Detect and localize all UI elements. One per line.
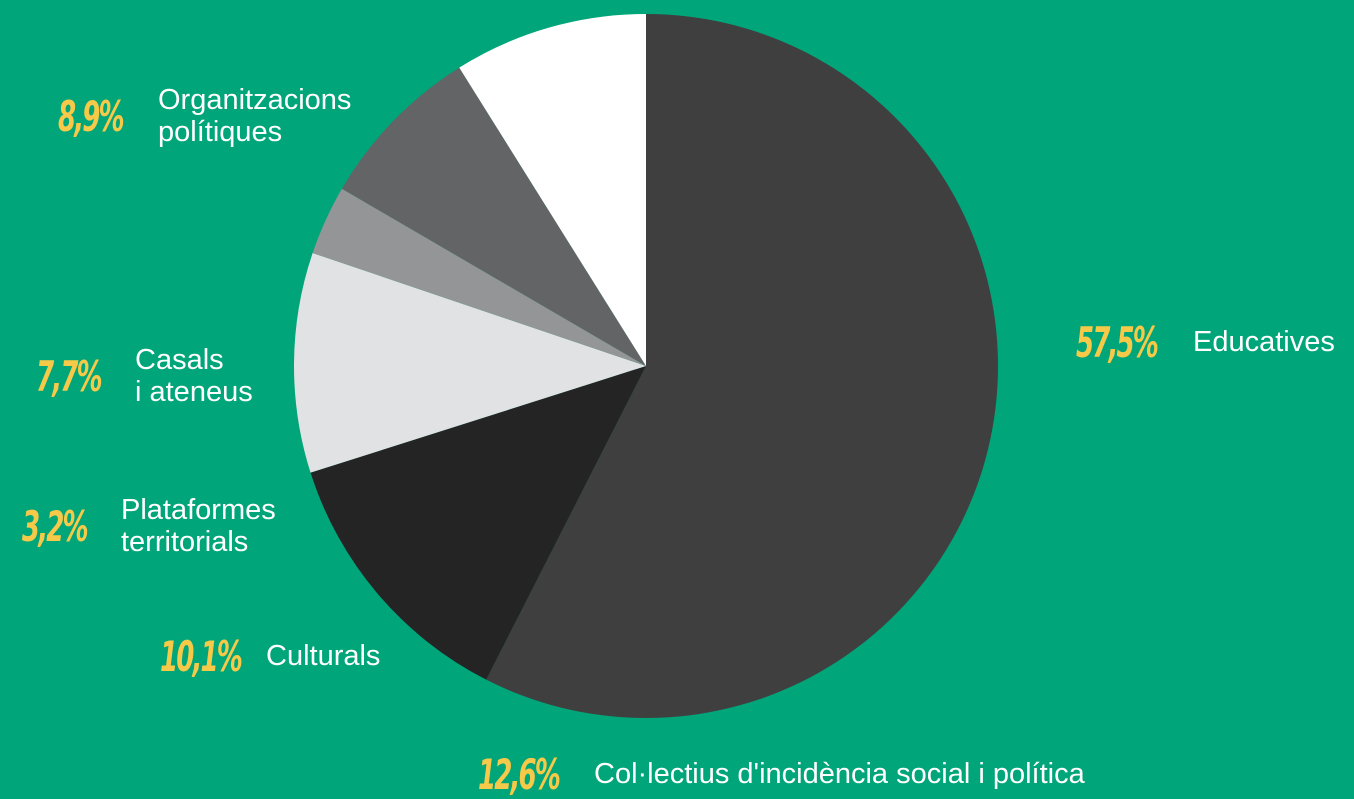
pct-collectius: 12,6% — [478, 750, 561, 799]
pie-slice-0 — [486, 13, 999, 719]
pct-organitzacions: 8,9% — [58, 91, 125, 141]
name-organitzacions: Organitzacions polítiques — [158, 84, 352, 149]
pie-slice-1 — [310, 366, 646, 680]
name-plataformes: Plataformes territorials — [121, 494, 276, 559]
label-culturals: 10,1% Culturals — [160, 632, 380, 681]
name-collectius: Col·lectius d'incidència social i políti… — [594, 758, 1085, 791]
label-casals: 7,7% Casals i ateneus — [36, 344, 253, 409]
name-casals: Casals i ateneus — [135, 344, 253, 409]
pct-educatives: 57,5% — [1076, 318, 1159, 367]
label-educatives: 57,5% Educatives — [1076, 318, 1335, 367]
pct-casals: 7,7% — [36, 351, 103, 401]
pie-slice-5 — [459, 14, 646, 366]
name-educatives: Educatives — [1193, 326, 1335, 359]
pie-slice-4 — [341, 67, 646, 367]
label-organitzacions: 8,9% Organitzacions polítiques — [58, 84, 351, 149]
label-plataformes: 3,2% Plataformes territorials — [22, 494, 276, 559]
label-collectius: 12,6% Col·lectius d'incidència social i … — [478, 750, 1085, 799]
pie-slice-3 — [312, 188, 646, 366]
pct-culturals: 10,1% — [160, 632, 243, 681]
pct-plataformes: 3,2% — [22, 501, 89, 551]
name-culturals: Culturals — [266, 640, 381, 673]
pie-slice-2 — [293, 253, 646, 473]
